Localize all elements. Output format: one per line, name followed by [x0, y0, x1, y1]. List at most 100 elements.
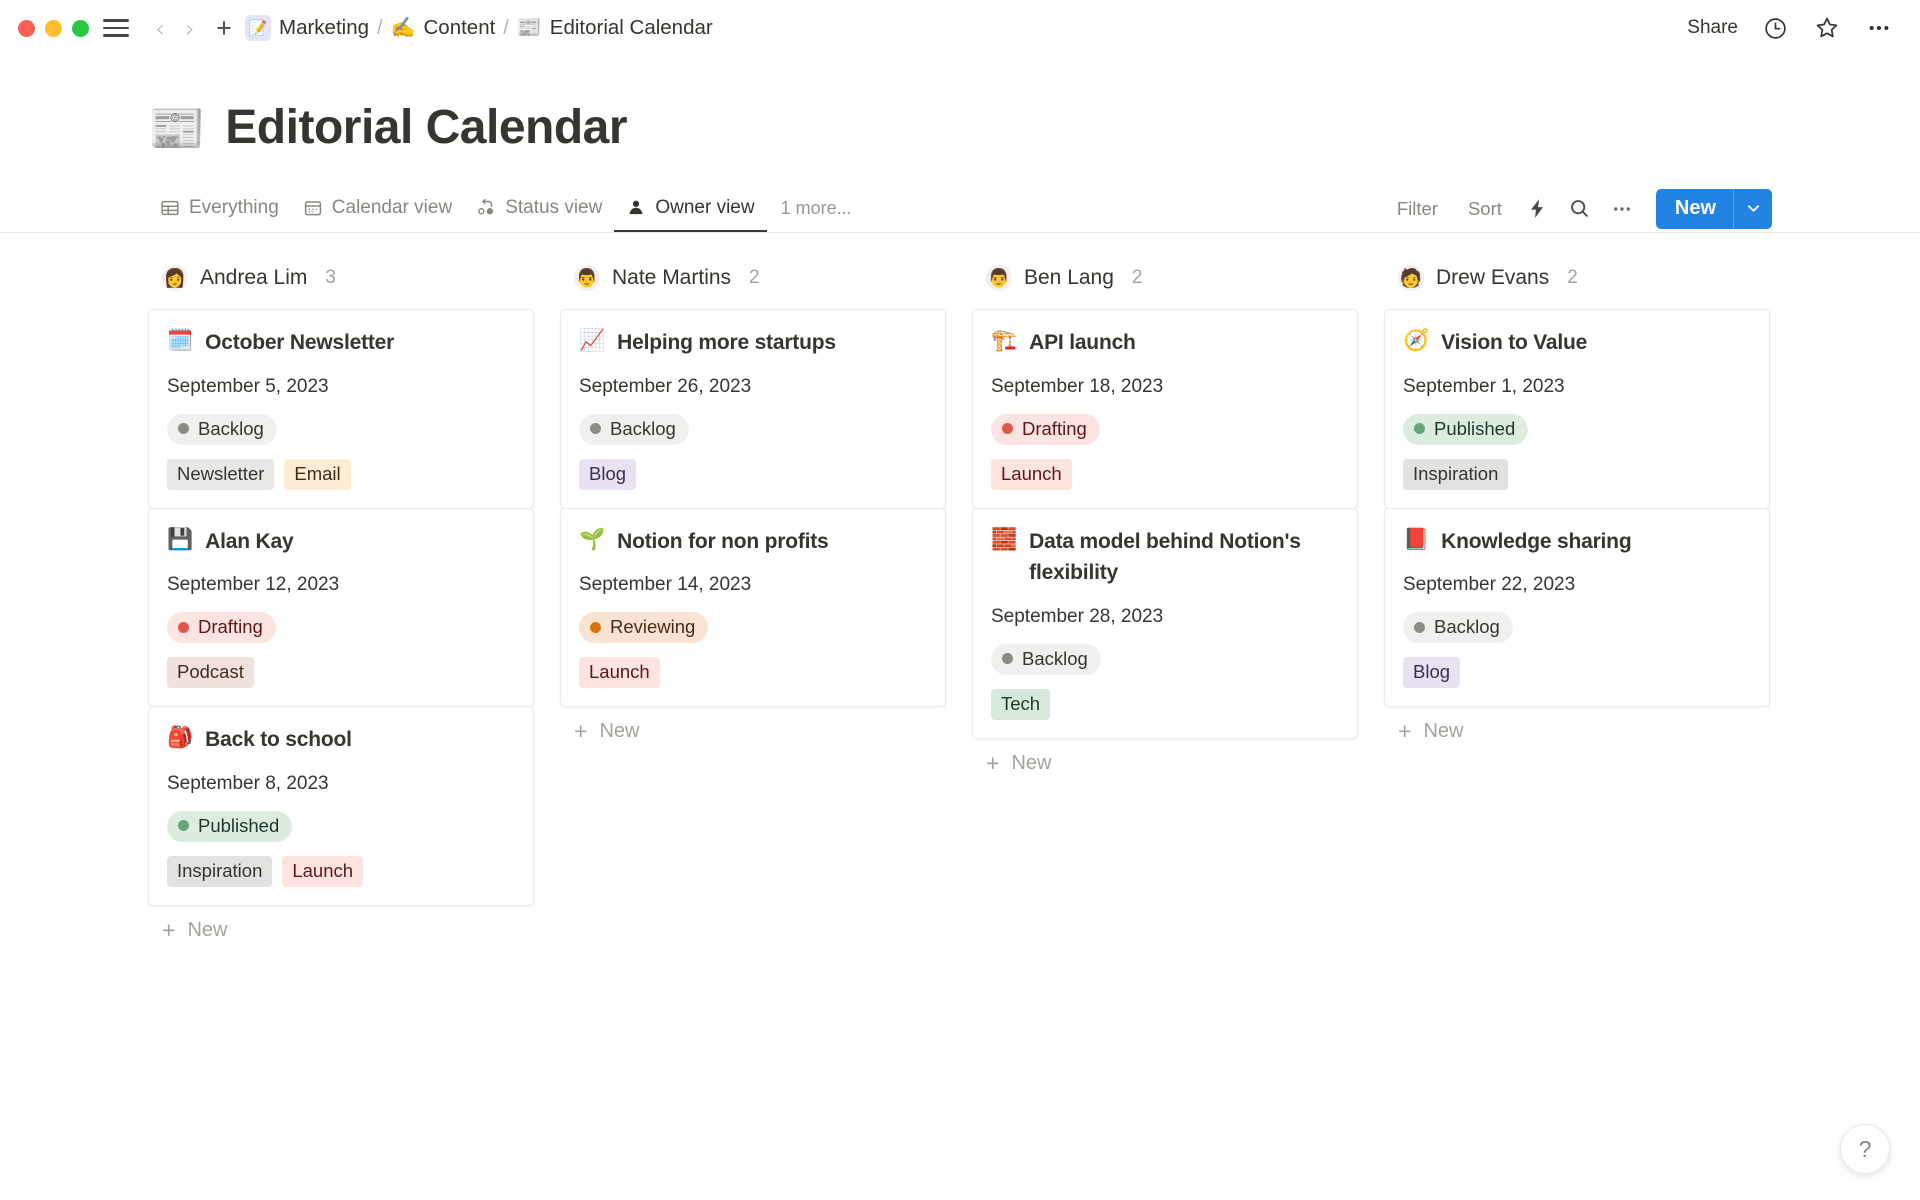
board-card[interactable]: 🎒 Back to school September 8, 2023 Publishe…: [148, 706, 534, 906]
card-date: September 12, 2023: [167, 574, 340, 595]
share-button[interactable]: Share: [1687, 17, 1738, 38]
column-header[interactable]: 🧑 Drew Evans 2: [1384, 261, 1770, 295]
breadcrumb-item-editorial-calendar[interactable]: 📰 Editorial Calendar: [517, 16, 713, 40]
tab-owner-view[interactable]: Owner view: [614, 185, 767, 232]
board-card[interactable]: 💾 Alan Kay September 12, 2023 Drafting Podca…: [148, 507, 534, 707]
card-date: September 26, 2023: [579, 375, 752, 397]
card-list: 🗓️ October Newsletter September 5, 2023 Bac…: [148, 309, 534, 906]
back-icon[interactable]: ‹: [155, 13, 165, 43]
card-status-row: Drafting: [167, 612, 515, 643]
help-button[interactable]: ?: [1840, 1124, 1890, 1174]
card-status-row: Published: [1403, 413, 1751, 445]
view-toolbar: Everything Calenda: [0, 185, 1920, 233]
card-title-row: 🗓️ October Newsletter: [167, 327, 515, 359]
page-title[interactable]: Editorial Calendar: [225, 101, 628, 154]
card-status-row: Backlog: [579, 413, 927, 445]
status-label: Drafting: [198, 616, 263, 637]
card-title-row: 📕 Knowledge sharing: [1403, 526, 1751, 558]
add-card-label: New: [599, 720, 640, 742]
card-title-row: 💾 Alan Kay: [167, 526, 515, 558]
tab-everything[interactable]: Everything: [148, 185, 291, 232]
column-header[interactable]: 👨 Ben Lang 2: [972, 261, 1358, 295]
card-status-row: Reviewing: [579, 612, 927, 643]
add-card-label: New: [1423, 720, 1464, 742]
filter-button[interactable]: Filter: [1396, 197, 1438, 219]
tab-status-view[interactable]: Status view: [464, 185, 614, 232]
card-date: September 18, 2023: [991, 375, 1164, 397]
chevron-down-icon[interactable]: [1734, 189, 1772, 229]
column-owner-name: Ben Lang: [1024, 266, 1114, 289]
column-header[interactable]: 👩 Andrea Lim 3: [148, 261, 534, 295]
sidebar-toggle-icon[interactable]: [103, 17, 129, 39]
card-title-row: 📈 Helping more startups: [579, 327, 927, 359]
minimize-window-button[interactable]: [45, 19, 62, 37]
board-card[interactable]: 🗓️ October Newsletter September 5, 2023 Bac…: [148, 309, 534, 509]
board-card[interactable]: 🧱 Data model behind Notion's flexibility S…: [972, 507, 1358, 739]
new-page-icon[interactable]: +: [216, 12, 232, 43]
window-titlebar: ‹ › + 📝 Marketing / ✍️ Content / 📰 Edito…: [0, 0, 1920, 56]
card-date: September 5, 2023: [167, 375, 329, 397]
breadcrumb-separator: /: [377, 16, 383, 39]
more-horizontal-icon[interactable]: [1604, 192, 1640, 226]
forward-icon[interactable]: ›: [185, 13, 195, 43]
tag-badge: Launch: [579, 657, 660, 688]
status-badge: Drafting: [991, 413, 1100, 445]
add-card-button[interactable]: + New: [1384, 706, 1770, 753]
add-card-button[interactable]: + New: [148, 905, 534, 952]
tab-calendar-view[interactable]: Calendar view: [291, 185, 464, 232]
more-horizontal-icon[interactable]: [1864, 13, 1894, 43]
column-card-count: 2: [1131, 267, 1143, 288]
board-card[interactable]: 🧭 Vision to Value September 1, 2023 Publish…: [1384, 309, 1770, 509]
column-header[interactable]: 👨 Nate Martins 2: [560, 261, 946, 295]
status-badge: Backlog: [991, 643, 1101, 675]
card-emoji-icon: 🎒: [167, 726, 194, 749]
board-card[interactable]: 📈 Helping more startups September 26, 2023…: [560, 309, 946, 509]
board-card[interactable]: 📕 Knowledge sharing September 22, 2023 Back…: [1384, 507, 1770, 707]
add-card-button[interactable]: + New: [560, 706, 946, 753]
add-card-button[interactable]: + New: [972, 738, 1358, 785]
lightning-icon[interactable]: [1520, 192, 1556, 226]
card-emoji-icon: 🧱: [991, 527, 1018, 551]
star-icon[interactable]: [1812, 13, 1842, 43]
card-date: September 1, 2023: [1403, 375, 1565, 397]
card-emoji-icon: 🏗️: [991, 329, 1018, 352]
status-dot-icon: [1002, 423, 1013, 434]
plus-icon: +: [1398, 718, 1412, 744]
status-badge: Reviewing: [579, 612, 709, 643]
sort-button[interactable]: Sort: [1467, 197, 1502, 219]
card-tag-row: Tech: [991, 688, 1339, 720]
breadcrumb-separator: /: [503, 16, 509, 39]
newspaper-icon[interactable]: 📰: [148, 101, 206, 154]
status-label: Published: [1434, 417, 1516, 439]
board-card[interactable]: 🌱 Notion for non profits September 14, 202…: [560, 507, 946, 707]
board-card[interactable]: 🏗️ API launch September 18, 2023 Drafting La…: [972, 309, 1358, 509]
tag-badge: Tech: [991, 688, 1051, 720]
card-tag-row: Inspiration: [1403, 458, 1751, 490]
breadcrumb-item-marketing[interactable]: 📝 Marketing: [245, 15, 369, 41]
close-window-button[interactable]: [18, 19, 35, 37]
column-owner-name: Drew Evans: [1436, 266, 1550, 289]
calendar-icon: [303, 198, 323, 218]
more-views-button[interactable]: 1 more...: [780, 198, 852, 218]
add-card-label: New: [1011, 751, 1052, 774]
tab-label-status-view: Status view: [505, 196, 603, 218]
writing-hand-icon: ✍️: [390, 17, 416, 39]
search-icon[interactable]: [1562, 192, 1598, 226]
status-label: Drafting: [1022, 417, 1087, 439]
status-badge: Backlog: [167, 413, 277, 445]
plus-icon: +: [574, 718, 588, 744]
status-dot-icon: [178, 423, 189, 434]
breadcrumb-item-content[interactable]: ✍️ Content: [391, 16, 496, 40]
maximize-window-button[interactable]: [72, 19, 89, 37]
new-item-button[interactable]: New: [1655, 188, 1772, 229]
board-column: 🧑 Drew Evans 2 🧭 Vision to Value September 1,…: [1384, 261, 1770, 753]
status-label: Reviewing: [610, 616, 696, 637]
window-traffic-lights: [18, 19, 89, 37]
breadcrumb-label-content: Content: [423, 16, 496, 39]
clock-icon[interactable]: [1760, 13, 1790, 43]
card-emoji-icon: 🌱: [579, 527, 606, 551]
table-icon: [160, 198, 180, 218]
breadcrumb-label-editorial-calendar: Editorial Calendar: [549, 16, 713, 39]
column-card-count: 2: [1567, 267, 1578, 288]
page-body: 📰 Editorial Calendar Everything: [0, 56, 1920, 1133]
